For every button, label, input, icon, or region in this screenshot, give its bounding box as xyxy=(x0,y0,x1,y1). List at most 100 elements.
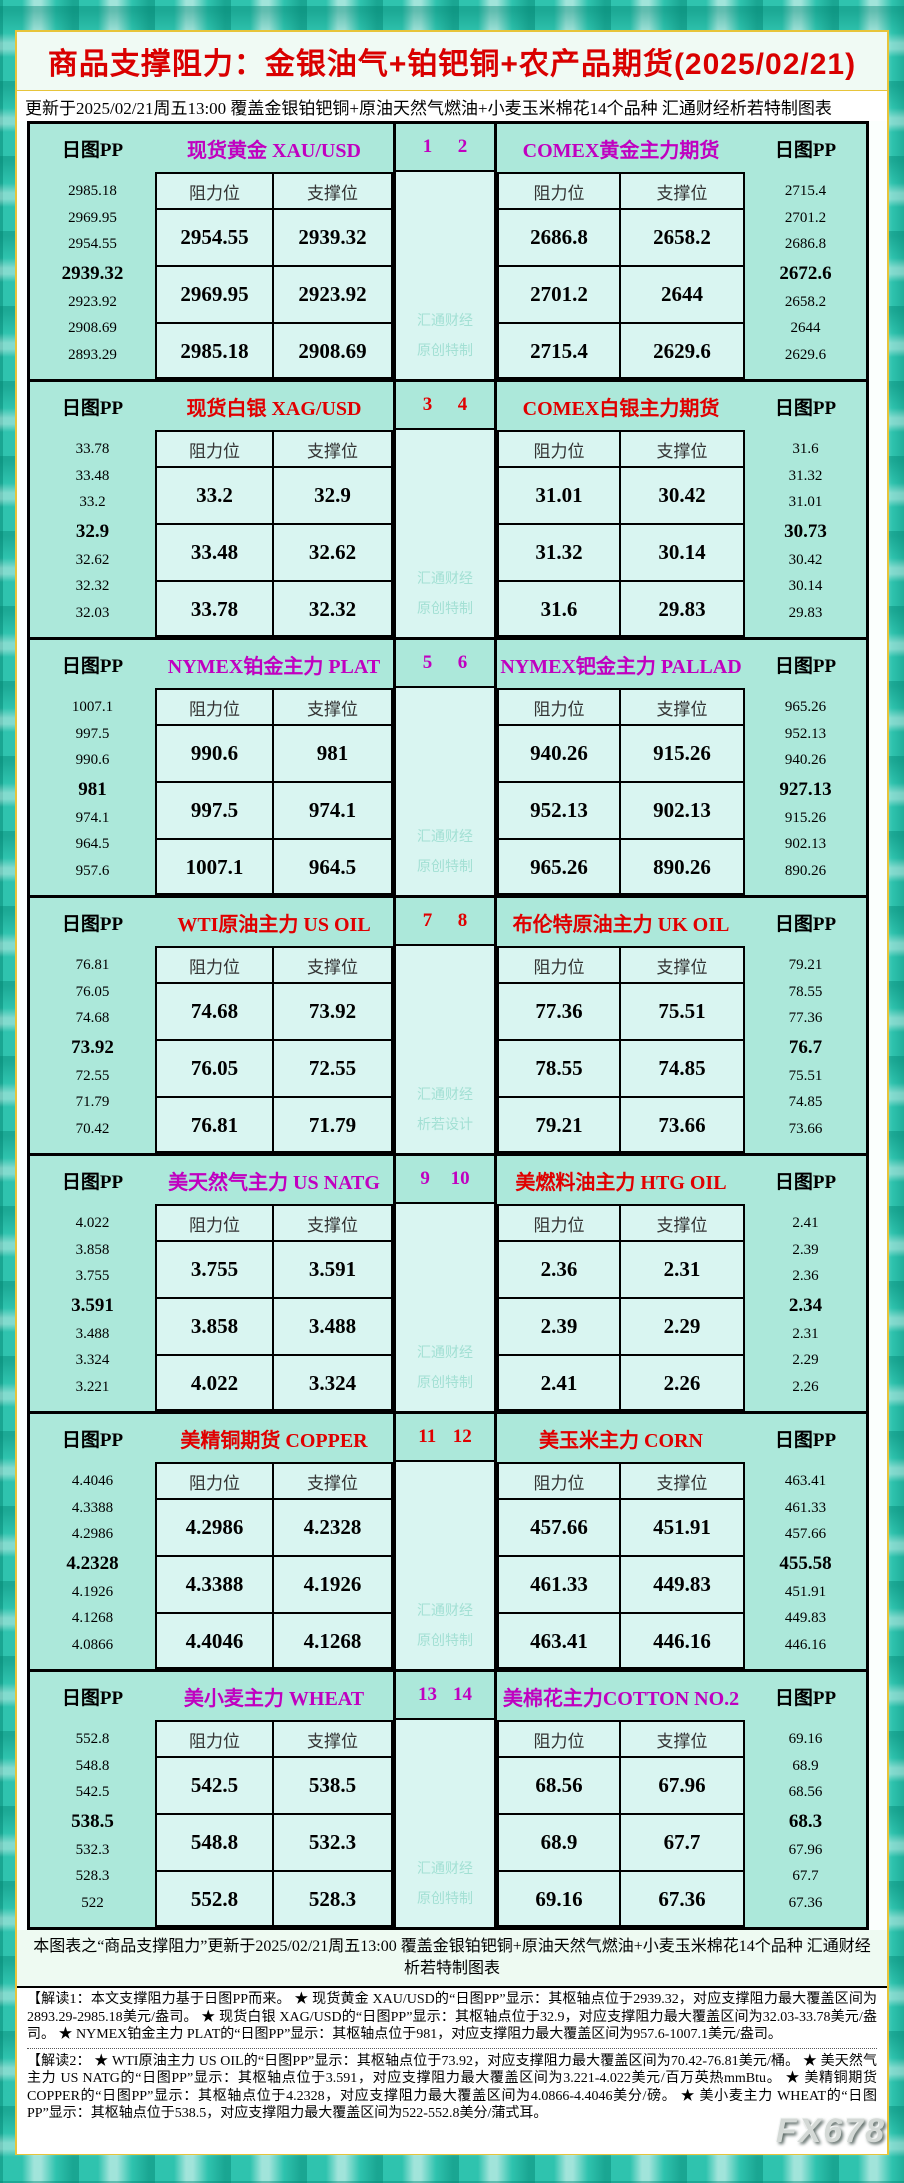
pp-value: 915.26 xyxy=(784,809,827,826)
resistance-value: 76.05 xyxy=(157,1041,274,1098)
support-value: 67.7 xyxy=(621,1815,743,1872)
pp-value: 71.79 xyxy=(75,1094,110,1111)
resistance-value: 4.4046 xyxy=(157,1614,274,1669)
instrument-title-left: WTI原油主力 US OIL xyxy=(177,913,371,936)
pp-value: 461.33 xyxy=(784,1499,827,1516)
support-value: 3.591 xyxy=(274,1242,391,1299)
pp-value: 449.83 xyxy=(784,1610,827,1627)
support-value: 73.66 xyxy=(658,1113,706,1137)
resistance-header: 阻力位 xyxy=(499,690,621,726)
resistance-value: 78.55 xyxy=(499,1041,621,1098)
support-header: 支撑位 xyxy=(274,1206,391,1242)
pp-value: 70.42 xyxy=(75,1121,110,1138)
pp-value: 31.01 xyxy=(788,494,823,511)
sr-table-right: 阻力位 支撑位 457.66 451.91 461.33 449.83 463.41 446.… xyxy=(497,1462,745,1669)
instrument-title-left: 美精铜期货 COPPER xyxy=(180,1429,368,1452)
commodity-section: 日图PP 美精铜期货 COPPER 11 12 美玉米主力 CORN 日图PP 4.4046… xyxy=(30,1414,866,1672)
pp-value: 2.36 xyxy=(792,1268,819,1285)
support-value: 73.92 xyxy=(274,984,391,1041)
support-value: 32.9 xyxy=(274,468,391,525)
resistance-value: 548.8 xyxy=(157,1815,274,1872)
pp-value: 552.8 xyxy=(75,1730,110,1747)
resistance-value: 33.48 xyxy=(157,525,274,582)
resistance-header: 阻力位 xyxy=(499,174,621,210)
pivot-value: 455.58 xyxy=(779,1552,832,1574)
support-value: 2644 xyxy=(621,267,743,324)
resistance-value: 463.41 xyxy=(499,1614,621,1669)
pivot-value: 927.13 xyxy=(779,778,832,800)
commodity-section: 日图PP 现货黄金 XAU/USD 1 2 COMEX黄金主力期货 日图PP 2985.18… xyxy=(30,124,866,382)
pivot-value: 2.34 xyxy=(788,1294,823,1316)
brand-watermark: 汇通财经 xyxy=(417,1088,473,1103)
resistance-header: 阻力位 xyxy=(499,1206,621,1242)
commodity-section: 日图PP NYMEX铂金主力 PLAT 5 6 NYMEX钯金主力 PALLAD 日图PP… xyxy=(30,640,866,898)
note-1: 【解读1：本文支撑阻力基于日图PP而来。 ★ 现货黄金 XAU/USD的“日图P… xyxy=(27,1992,877,2042)
page-title: 商品支撑阻力：金银油气+铂钯铜+农产品期货(2025/02/21) xyxy=(47,48,857,81)
pp-column-header: 日图PP xyxy=(61,1687,124,1709)
pp-value: 2969.95 xyxy=(68,209,117,226)
brand-watermark: 汇通财经 xyxy=(417,830,473,845)
pp-value: 67.36 xyxy=(788,1895,823,1912)
support-value: 902.13 xyxy=(621,783,743,840)
pp-column-header: 日图PP xyxy=(774,913,837,935)
pp-column-header: 日图PP xyxy=(61,655,124,677)
support-header: 支撑位 xyxy=(621,948,743,984)
pp-value: 522 xyxy=(81,1895,104,1912)
pp-value: 29.83 xyxy=(788,605,823,622)
pp-column-right: 2715.4 2701.2 2686.8 2672.6 2658.2 2644 2629.6 xyxy=(745,172,866,379)
resistance-header: 阻力位 xyxy=(157,432,274,468)
resistance-value: 2.41 xyxy=(499,1356,621,1411)
pp-value: 3.755 xyxy=(75,1268,110,1285)
pp-value: 542.5 xyxy=(75,1784,110,1801)
pp-value: 72.55 xyxy=(75,1067,110,1084)
panel-number: 7 xyxy=(422,910,433,931)
support-value: 2629.6 xyxy=(653,339,711,363)
title-box: 商品支撑阻力：金银油气+铂钯铜+农产品期货(2025/02/21) xyxy=(17,32,887,91)
panel-number: 3 xyxy=(422,394,433,415)
resistance-header: 阻力位 xyxy=(157,1206,274,1242)
pp-column-left: 1007.1 997.5 990.6 981 974.1 964.5 957.6 xyxy=(30,688,155,895)
resistance-value: 33.2 xyxy=(157,468,274,525)
pp-value: 890.26 xyxy=(784,863,827,880)
support-value: 2939.32 xyxy=(274,210,391,267)
support-value: 71.79 xyxy=(308,1113,357,1137)
pp-value: 69.16 xyxy=(788,1730,823,1747)
support-header: 支撑位 xyxy=(621,174,743,210)
pp-value: 952.13 xyxy=(784,725,827,742)
pp-value: 4.3388 xyxy=(71,1499,114,1516)
pp-value: 2.29 xyxy=(792,1352,819,1369)
center-watermark-cell: 汇通财经 原创特制 xyxy=(393,688,497,895)
resistance-value: 1007.1 xyxy=(157,840,274,895)
pivot-value: 3.591 xyxy=(71,1294,114,1316)
instrument-title-left: 美天然气主力 US NATG xyxy=(168,1171,380,1194)
sr-table-right: 阻力位 支撑位 77.36 75.51 78.55 74.85 79.21 73.66 xyxy=(497,946,745,1153)
center-watermark-cell: 汇通财经 原创特制 xyxy=(393,172,497,379)
instrument-title-right: NYMEX钯金主力 PALLAD xyxy=(500,655,742,678)
commodity-section: 日图PP WTI原油主力 US OIL 7 8 布伦特原油主力 UK OIL 日图PP 76… xyxy=(30,898,866,1156)
resistance-value: 69.16 xyxy=(499,1872,621,1927)
resistance-header: 阻力位 xyxy=(157,174,274,210)
resistance-header: 阻力位 xyxy=(157,1722,274,1758)
brand-watermark: 原创特制 xyxy=(417,1376,473,1391)
brand-watermark: 析若设计 xyxy=(417,1118,473,1133)
sr-table-left: 阻力位 支撑位 3.755 3.591 3.858 3.488 4.022 3.324 xyxy=(155,1204,393,1411)
pp-value: 31.32 xyxy=(788,467,823,484)
instrument-title-right: 美燃料油主力 HTG OIL xyxy=(515,1171,727,1194)
sr-table-right: 阻力位 支撑位 2.36 2.31 2.39 2.29 2.41 2.26 xyxy=(497,1204,745,1411)
pivot-value: 32.9 xyxy=(75,520,110,542)
support-value: 74.85 xyxy=(621,1041,743,1098)
support-header: 支撑位 xyxy=(274,1722,391,1758)
instrument-title-left: 现货白银 XAG/USD xyxy=(186,397,362,420)
pp-value: 451.91 xyxy=(784,1583,827,1600)
support-header: 支撑位 xyxy=(274,432,391,468)
support-value: 4.1268 xyxy=(303,1629,362,1653)
panel-number: 12 xyxy=(452,1426,472,1447)
pp-column-left: 4.022 3.858 3.755 3.591 3.488 3.324 3.221 xyxy=(30,1204,155,1411)
center-watermark-cell: 汇通财经 原创特制 xyxy=(393,430,497,637)
pp-value: 77.36 xyxy=(788,1010,823,1027)
support-value: 75.51 xyxy=(621,984,743,1041)
support-value: 974.1 xyxy=(274,783,391,840)
pp-value: 990.6 xyxy=(75,752,110,769)
resistance-header: 阻力位 xyxy=(157,1464,274,1500)
